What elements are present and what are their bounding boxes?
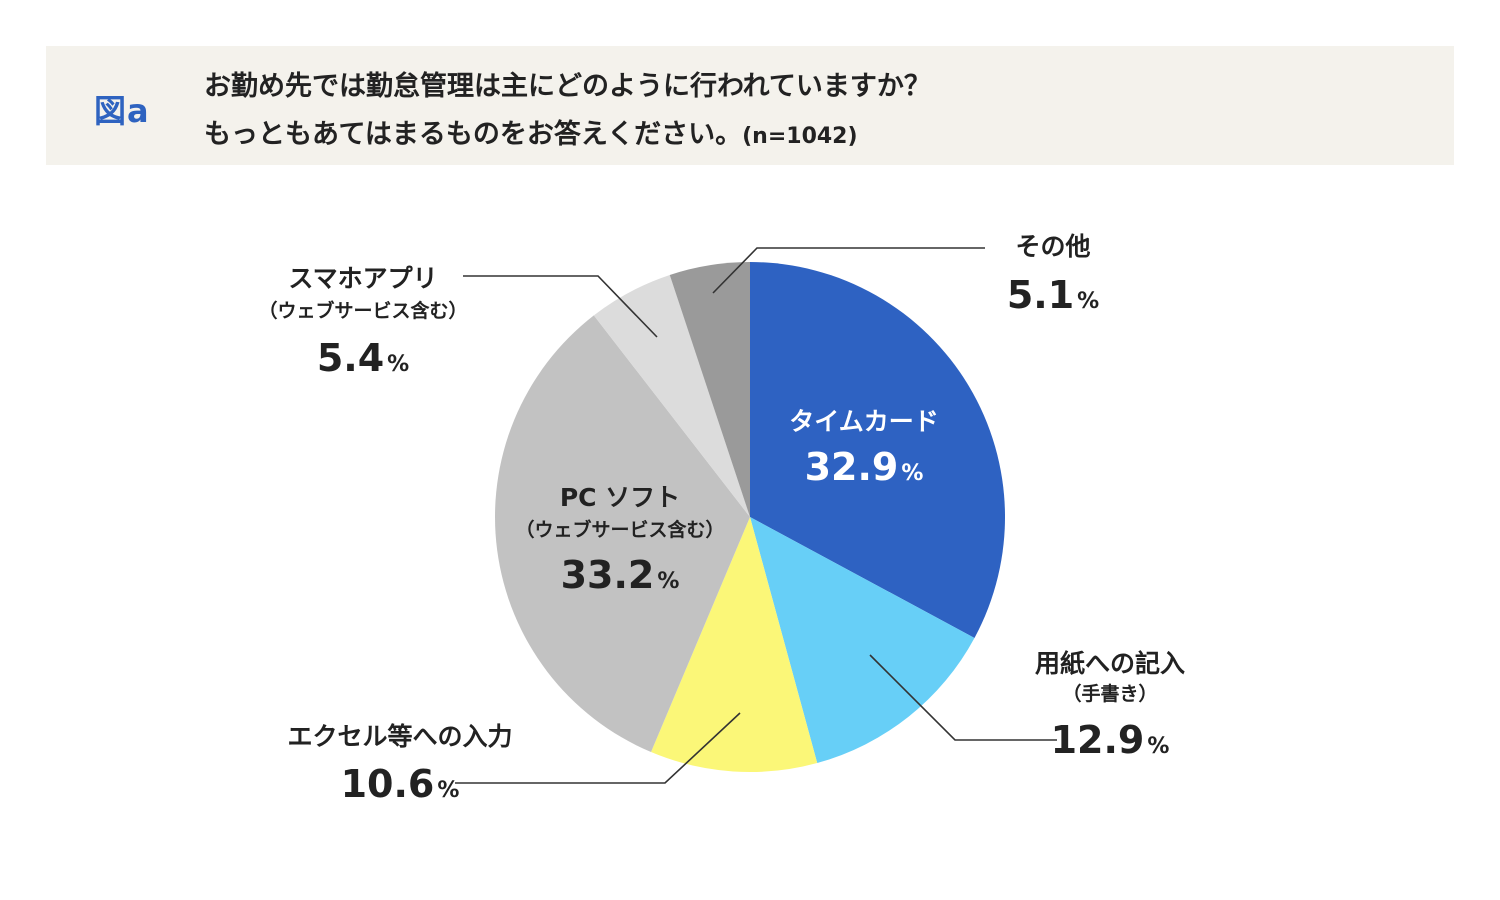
percent-sign: % [657, 569, 679, 594]
percent-sign: % [387, 352, 409, 377]
slice-sublabel-4: （ウェブサービス含む） [258, 299, 467, 322]
percent-sign: % [437, 778, 459, 803]
pie-slice-5 [669, 262, 750, 517]
leader-line-5 [712, 247, 985, 294]
pie-slice-0 [750, 262, 1006, 638]
slice-value-5: 5.1% [1007, 273, 1099, 317]
sample-size: (n=1042) [742, 124, 858, 149]
leader-line-4 [463, 275, 658, 338]
slice-label-0: タイムカード [789, 407, 939, 436]
slice-label-3: PC ソフト [560, 483, 680, 512]
percent-sign: % [1077, 289, 1099, 314]
leader-line-2 [455, 712, 741, 784]
slice-value-2: 10.6% [341, 762, 460, 806]
pie-slice-4 [593, 274, 750, 517]
slice-label-4: スマホアプリ [288, 264, 437, 293]
pie-slice-3 [495, 315, 750, 753]
slice-label-1: 用紙への記入 [1035, 649, 1185, 678]
percent-sign: % [901, 461, 923, 486]
question-text-2: もっともあてはまるものをお答えください。 [204, 119, 743, 150]
slice-label-5: その他 [1015, 232, 1090, 261]
slice-value-1: 12.9% [1051, 718, 1170, 762]
percent-sign: % [1147, 734, 1169, 759]
slice-sublabel-3: （ウェブサービス含む） [515, 518, 724, 541]
figure-label: 図a [94, 92, 150, 130]
slice-sublabel-1: （手書き） [1062, 682, 1157, 705]
chart-header: 図a お勤め先では勤怠管理は主にどのように行われていますか？ もっともあてはまる… [46, 46, 1454, 165]
pie-slice-2 [651, 517, 818, 772]
question-line-1: お勤め先では勤怠管理は主にどのように行われていますか？ [204, 71, 931, 102]
pie-slice-1 [750, 517, 975, 763]
slice-value-4: 5.4% [317, 336, 409, 380]
leader-line-1 [869, 654, 1057, 741]
slice-label-2: エクセル等への入力 [287, 722, 512, 751]
question-line-2: もっともあてはまるものをお答えください。(n=1042) [204, 112, 858, 151]
